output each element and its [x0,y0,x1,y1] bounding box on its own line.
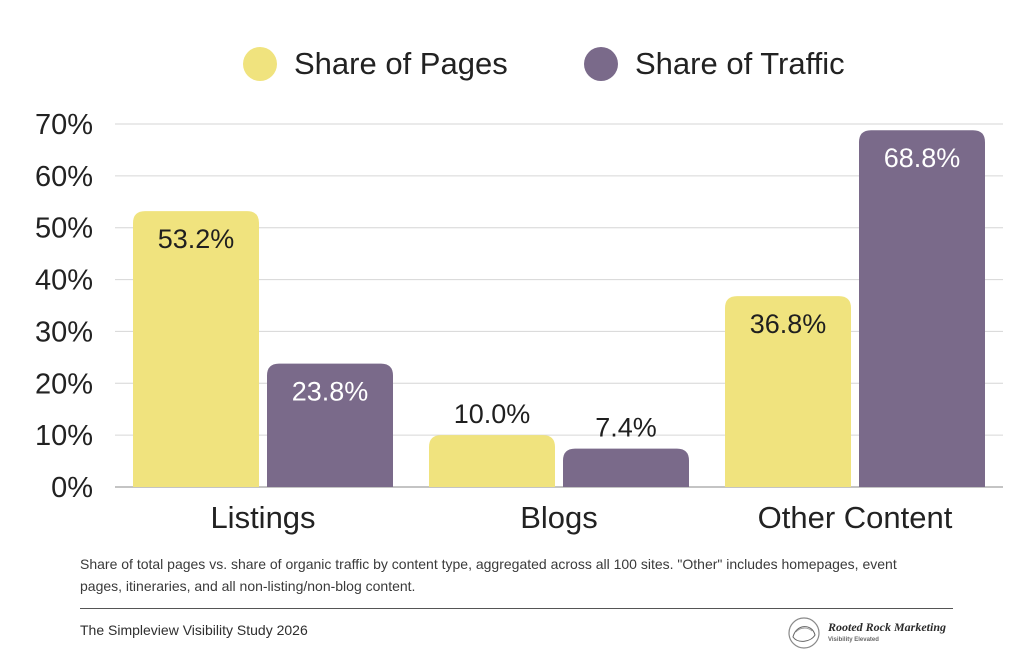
bars: 53.2% 23.8% 10.0% 7.4% 36.8% 68.8% [133,130,985,488]
y-tick-label: 60% [35,161,93,193]
bar-pages [725,296,851,487]
y-axis: 0% 10% 20% 30% 40% 50% 60% 70% [35,109,93,504]
legend-swatch [243,47,277,81]
brand-tagline: Visibility Elevated [828,637,879,643]
data-label: 36.8% [750,309,827,339]
legend-label: Share of Traffic [635,46,845,81]
y-tick-label: 20% [35,368,93,400]
data-label: 53.2% [158,224,235,254]
y-tick-label: 70% [35,109,93,141]
y-tick-label: 50% [35,213,93,245]
study-title: The Simpleview Visibility Study 2026 [80,622,308,638]
y-tick-label: 10% [35,420,93,452]
x-tick-label: Other Content [758,500,953,535]
bar-pages [429,435,555,487]
x-axis: Listings Blogs Other Content [210,500,952,535]
legend-swatch [584,47,618,81]
data-label: 68.8% [884,143,961,173]
rooted-rock-logo-icon [788,617,820,649]
grid-lines [115,123,1003,488]
x-tick-label: Listings [210,500,315,535]
legend: Share of Pages Share of Traffic [243,46,845,81]
brand-name: Rooted Rock Marketing [828,620,947,634]
data-label: 23.8% [292,377,369,407]
bar-traffic [859,130,985,488]
data-label: 10.0% [454,399,531,429]
chart-footnote: Share of total pages vs. share of organi… [80,556,897,594]
x-tick-label: Blogs [520,500,598,535]
legend-label: Share of Pages [294,46,508,81]
y-tick-label: 40% [35,265,93,297]
bar-traffic [563,448,689,487]
y-tick-label: 30% [35,316,93,348]
bar-pages [133,211,259,487]
bar-chart: Share of Pages Share of Traffic 0% 10% 20% 3… [35,46,1003,535]
brand-logo-block: Rooted Rock Marketing Visibility Elevate… [786,615,961,651]
data-label: 7.4% [595,413,657,443]
y-tick-label: 0% [51,472,93,504]
bar-traffic [267,363,393,487]
footer-divider [80,608,953,609]
